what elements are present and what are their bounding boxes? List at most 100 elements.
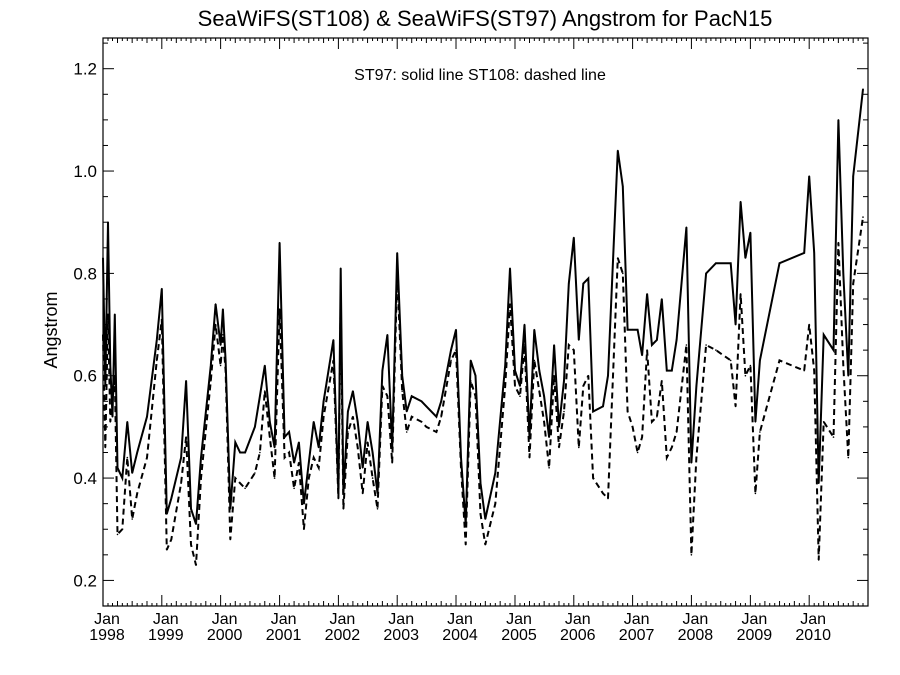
data-point	[170, 497, 173, 500]
data-point	[239, 482, 241, 485]
data-point	[607, 374, 609, 377]
y-tick-label: 0.8	[73, 264, 97, 283]
data-point	[308, 461, 310, 464]
data-point	[136, 451, 138, 454]
data-point	[356, 421, 359, 423]
data-point	[410, 415, 413, 418]
data-point	[347, 410, 349, 413]
data-point	[641, 354, 643, 357]
data-point	[322, 415, 325, 418]
data-point	[813, 369, 815, 372]
data-point	[114, 313, 116, 316]
data-point	[754, 421, 757, 423]
data-point	[229, 538, 232, 541]
data-point	[107, 221, 109, 223]
data-point	[303, 502, 305, 505]
data-point	[410, 395, 413, 398]
data-point	[563, 410, 565, 413]
data-point	[739, 200, 742, 203]
data-point	[435, 415, 438, 418]
data-point	[322, 400, 325, 403]
data-point	[337, 497, 340, 500]
data-point	[283, 456, 286, 459]
chart-title: SeaWiFS(ST108) & SeaWiFS(ST97) Angstrom …	[198, 6, 773, 31]
data-point	[538, 369, 541, 372]
data-point	[190, 508, 192, 510]
data-point	[425, 426, 428, 428]
axis-ticks	[102, 38, 868, 606]
data-point	[161, 318, 163, 321]
data-point	[146, 415, 148, 418]
data-point	[464, 543, 467, 546]
data-point	[602, 405, 604, 408]
data-point	[185, 380, 187, 382]
data-point	[744, 257, 747, 259]
data-point	[244, 487, 246, 490]
data-point	[817, 482, 820, 485]
data-point	[504, 385, 507, 387]
data-point	[180, 482, 182, 485]
x-tick-year-label: 2009	[737, 627, 773, 644]
data-point	[847, 456, 850, 459]
data-point	[494, 502, 497, 505]
x-tick-month-label: Jan	[800, 611, 826, 628]
data-point	[636, 328, 639, 331]
data-point	[803, 252, 805, 254]
x-tick-year-label: 1999	[148, 627, 184, 644]
x-tick-month-label: Jan	[506, 611, 532, 628]
data-point	[455, 328, 457, 331]
data-point	[631, 426, 634, 428]
data-point	[749, 231, 752, 234]
data-point	[494, 472, 497, 474]
data-point	[460, 467, 462, 469]
data-point	[617, 257, 619, 259]
data-point	[519, 395, 521, 398]
data-point	[778, 262, 781, 265]
data-point	[180, 456, 182, 459]
data-point	[273, 446, 276, 449]
x-tick-year-label: 2000	[207, 627, 243, 644]
data-point	[739, 293, 742, 295]
data-point	[405, 431, 408, 433]
x-tick-year-label: 2006	[560, 627, 596, 644]
data-point	[131, 472, 133, 474]
data-point	[352, 390, 354, 392]
data-point	[239, 451, 241, 454]
data-point	[666, 456, 668, 459]
data-point	[484, 543, 487, 546]
data-point	[808, 175, 810, 177]
data-point	[543, 395, 545, 398]
data-point	[705, 344, 707, 346]
data-point	[381, 385, 384, 387]
series-line	[102, 89, 864, 525]
chart-annotation: ST97: solid line ST108: dashed line	[354, 67, 606, 84]
data-point	[269, 421, 271, 423]
data-point	[102, 334, 104, 336]
data-point	[675, 339, 678, 341]
data-point	[523, 323, 526, 326]
data-point	[514, 385, 516, 387]
data-point	[195, 564, 197, 566]
data-point	[822, 421, 825, 423]
data-point	[646, 293, 648, 295]
data-point	[602, 492, 604, 495]
data-point	[303, 528, 305, 530]
data-point	[469, 359, 472, 362]
data-point	[666, 369, 668, 372]
data-point	[361, 467, 364, 469]
data-point	[538, 390, 541, 392]
data-point	[862, 88, 864, 90]
data-point	[573, 236, 575, 239]
data-point	[131, 518, 133, 520]
data-point	[822, 334, 825, 336]
data-point	[259, 451, 261, 454]
data-point	[646, 349, 648, 351]
data-point	[200, 456, 202, 459]
data-point	[656, 339, 658, 341]
data-point	[224, 369, 227, 372]
data-point	[156, 339, 158, 341]
x-tick-year-label: 2008	[678, 627, 714, 644]
data-point	[234, 477, 237, 479]
data-point	[675, 431, 678, 433]
